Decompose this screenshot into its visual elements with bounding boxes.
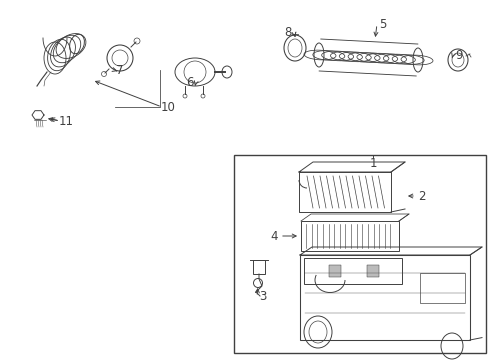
Bar <box>234 155 485 353</box>
Bar <box>252 260 264 274</box>
Bar <box>299 255 469 340</box>
Text: 1: 1 <box>368 157 376 170</box>
Text: 10: 10 <box>160 100 175 113</box>
Text: 9: 9 <box>454 49 462 62</box>
Bar <box>366 265 378 277</box>
Text: 3: 3 <box>259 291 266 303</box>
Bar <box>304 258 401 284</box>
Text: 4: 4 <box>270 230 277 243</box>
Text: 11: 11 <box>59 114 73 127</box>
Bar <box>328 265 340 277</box>
Bar <box>301 221 398 251</box>
Text: 7: 7 <box>116 63 123 77</box>
Text: 5: 5 <box>379 18 386 31</box>
Bar <box>419 273 464 303</box>
Text: 6: 6 <box>186 76 193 89</box>
Text: 2: 2 <box>417 189 425 202</box>
Text: 8: 8 <box>284 26 291 39</box>
